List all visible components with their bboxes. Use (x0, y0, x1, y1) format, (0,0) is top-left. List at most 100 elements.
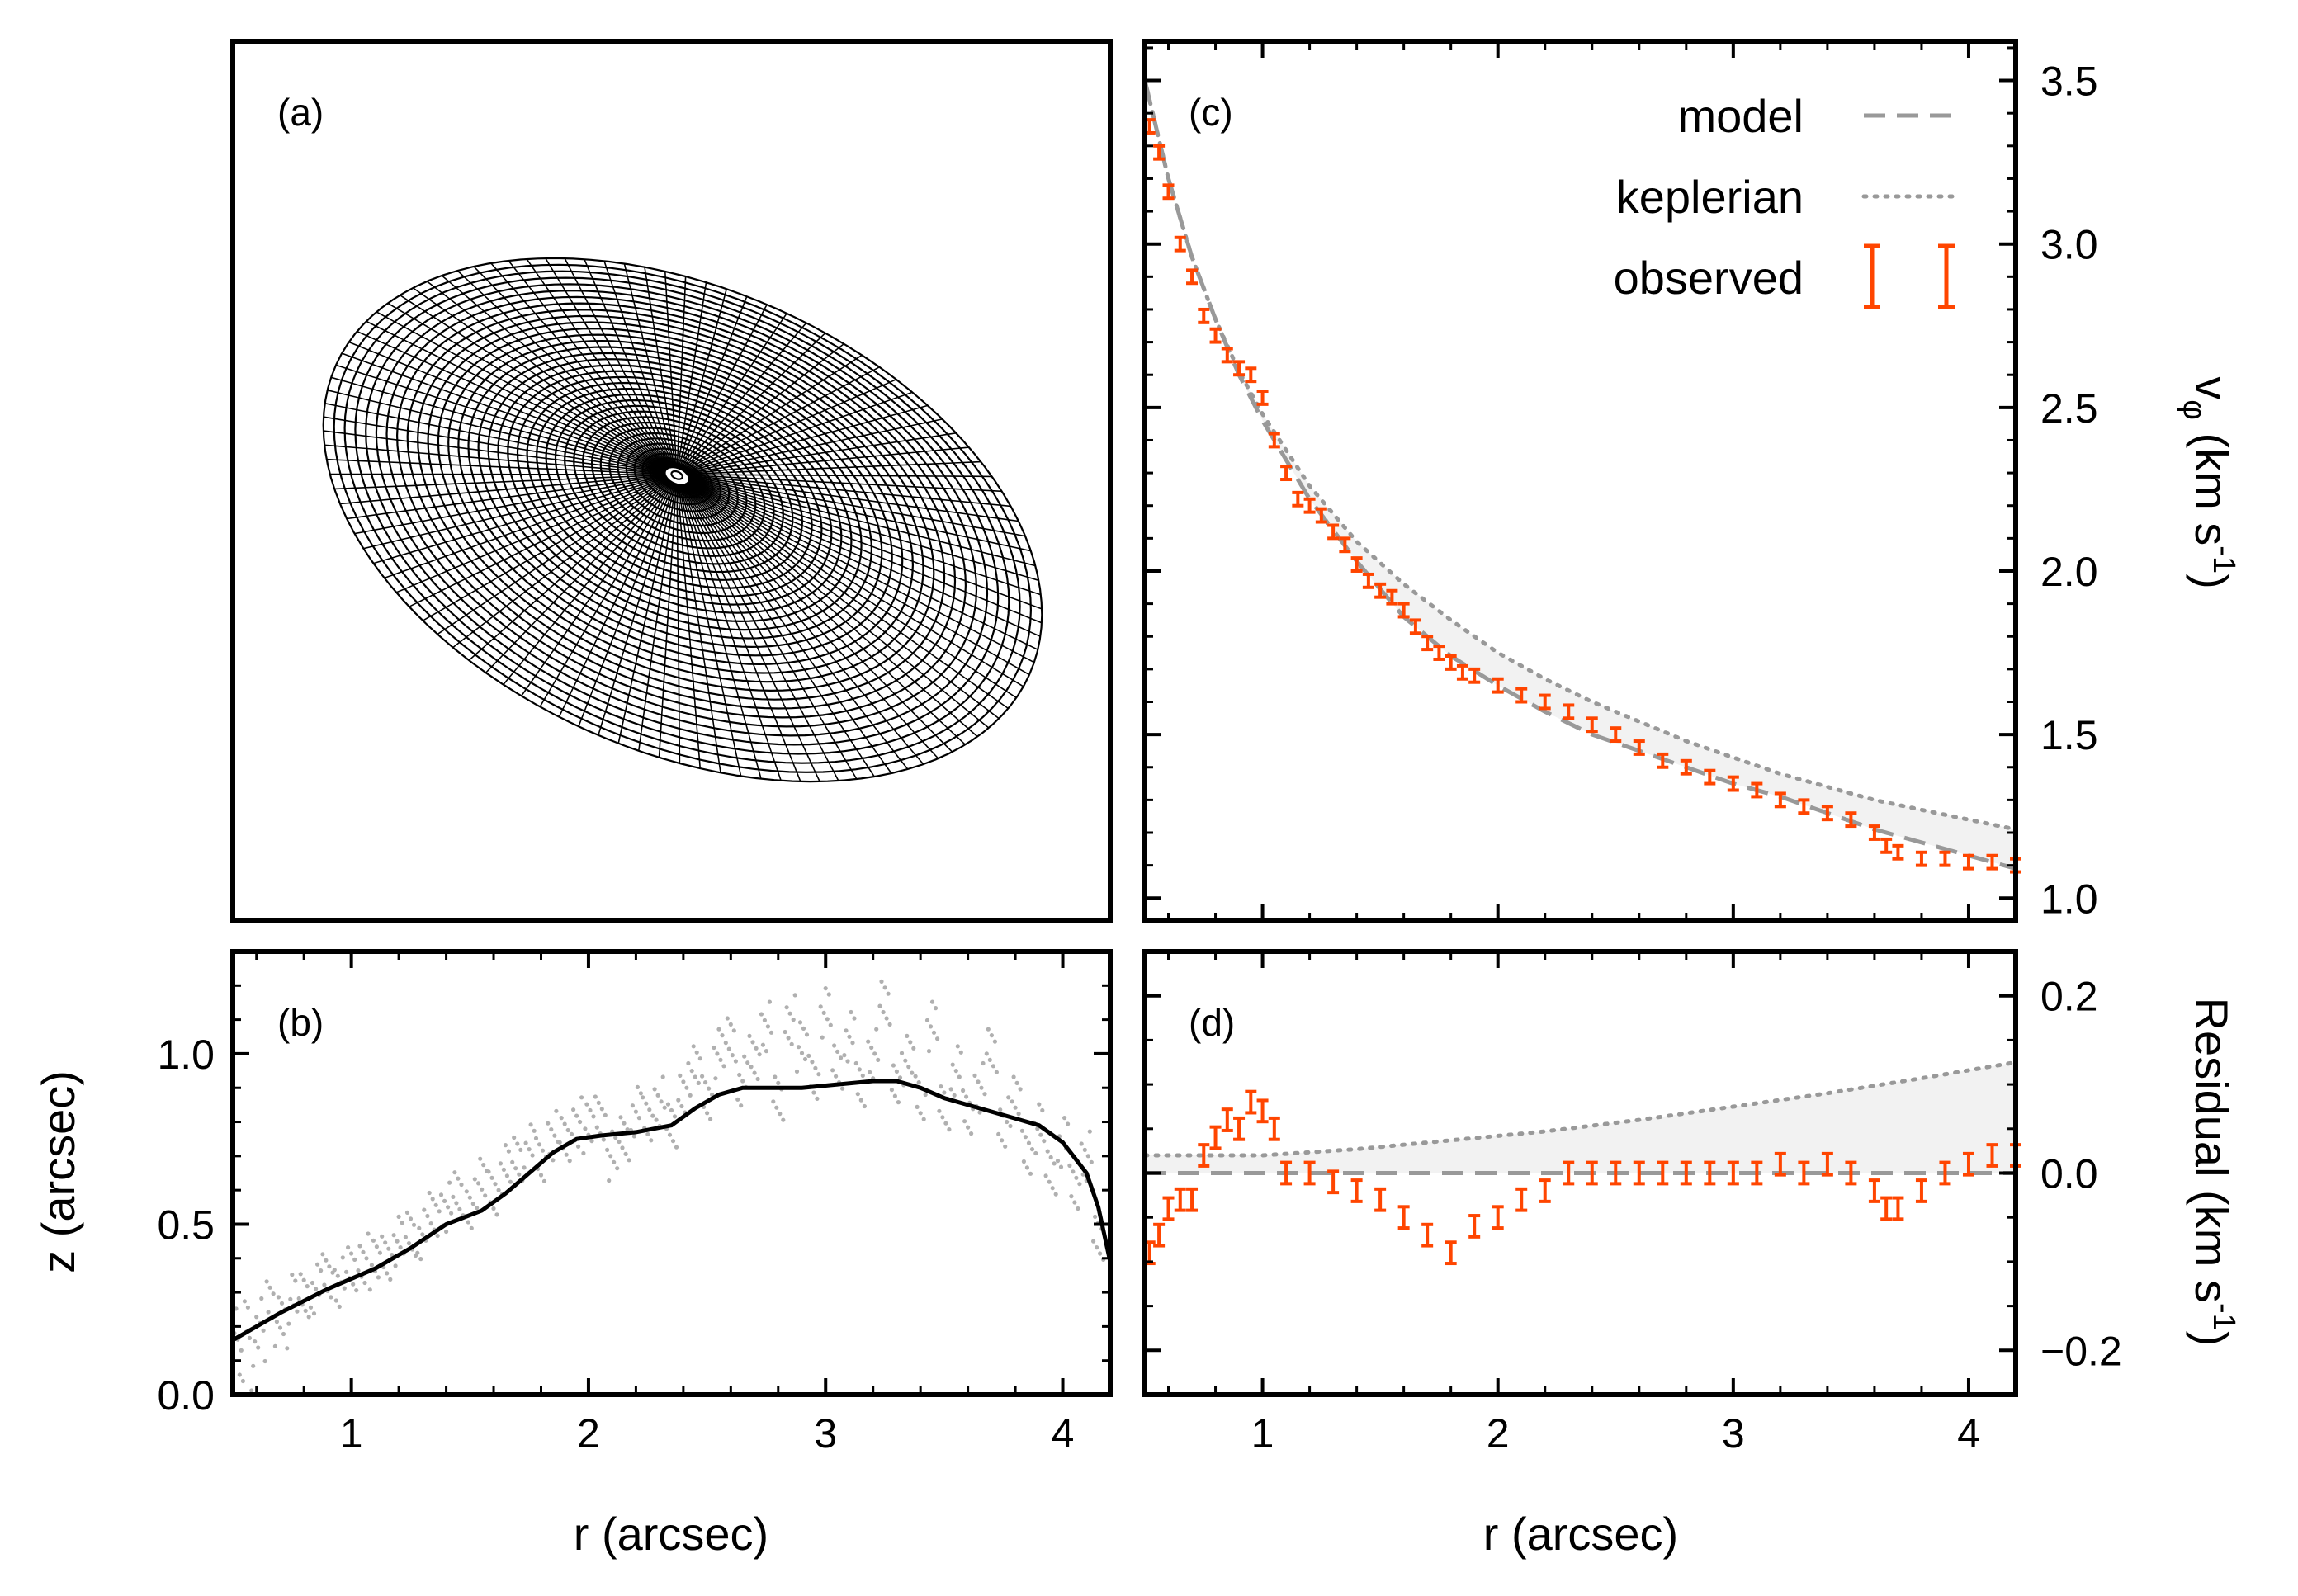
panel-b-point-5 (239, 1348, 244, 1353)
panel-c-ytick-label-1: 1.5 (2040, 712, 2098, 758)
wireframe-spoke-76 (644, 267, 677, 468)
panel-c-ytick-label-5: 3.5 (2040, 59, 2098, 105)
panel-b-point-369 (855, 1092, 860, 1097)
panel-d-errorbar-41 (1939, 1160, 1951, 1186)
panel-c: 1.0 1.5 2.0 2.5 3.0 3.5 (c) model keplerian o… (1142, 39, 2241, 923)
wireframe-spoke-90 (684, 391, 913, 473)
panel-c-errorbar-23 (1409, 618, 1421, 635)
wireframe-spoke-49 (324, 444, 665, 475)
panel-b-point-321 (774, 1105, 779, 1110)
wireframe-spoke-84 (680, 322, 807, 470)
panel-b-point-458 (1006, 1095, 1011, 1100)
wireframe-spoke-1 (688, 481, 1024, 687)
panel-b-point-272 (691, 1044, 696, 1049)
panel-b-point-413 (929, 999, 935, 1004)
panel-b-point-305 (747, 1033, 752, 1038)
panel-b-point-39 (296, 1296, 301, 1301)
panel-b-point-313 (760, 1042, 766, 1047)
panel-d-errorbar-42 (1962, 1151, 1974, 1177)
panel-b-point-179 (533, 1136, 539, 1140)
panel-b-point-489 (1058, 1164, 1064, 1169)
panel-d-errorbar-43 (1986, 1143, 1998, 1168)
panel-b-point-384 (881, 1009, 886, 1015)
wireframe-spoke-40 (384, 477, 668, 579)
panel-b-point-386 (884, 1016, 889, 1021)
panel-b-point-261 (672, 1114, 678, 1119)
panel-b-point-366 (850, 1041, 855, 1046)
panel-c-errorbar-7 (1221, 347, 1233, 364)
wireframe-spoke-10 (684, 484, 924, 765)
panel-b-point-388 (887, 1022, 892, 1027)
panel-b-point-323 (778, 1112, 783, 1117)
wireframe-spoke-100 (688, 475, 1026, 537)
panel-b-point-183 (540, 1148, 546, 1153)
panel-c-errorbar-18 (1350, 556, 1363, 573)
panel-b-point-477 (1038, 1132, 1043, 1137)
panel-b-point-298 (735, 1097, 740, 1102)
wireframe-spoke-65 (441, 275, 669, 469)
panel-c-errorbar-42 (1798, 798, 1810, 815)
panel-b-point-237 (631, 1134, 637, 1139)
panel-d-errorbar-22 (1515, 1187, 1528, 1212)
panel-b-point-247 (649, 1138, 654, 1143)
panel-b-point-132 (454, 1201, 459, 1206)
panel-c-errorbar-35 (1633, 739, 1645, 756)
panel-c-errorbar-43 (1821, 805, 1833, 822)
panel-b-point-270 (688, 1093, 693, 1098)
panel-b-point-14 (254, 1315, 259, 1320)
panel-c-errorbar-44 (1845, 811, 1857, 829)
panel-c-ytick-label-4: 3.0 (2040, 222, 2098, 268)
panel-b-point-484 (1050, 1186, 1055, 1191)
panel-b-point-250 (654, 1117, 659, 1122)
panel-b-point-449 (991, 1064, 995, 1069)
panel-d-errorbar-30 (1704, 1160, 1716, 1186)
wireframe-spoke-75 (623, 263, 676, 468)
panel-b-point-165 (510, 1159, 515, 1164)
panel-b-point-468 (1023, 1135, 1028, 1140)
panel-b-point-288 (718, 1057, 723, 1062)
panel-b-point-405 (916, 1080, 921, 1085)
panel-d-shaded-region (1145, 1062, 2016, 1173)
panel-b-point-236 (630, 1103, 636, 1108)
wireframe-spoke-68 (490, 262, 671, 468)
panel-d-errorbar-26 (1610, 1160, 1622, 1186)
wireframe-spoke-28 (578, 483, 674, 727)
panel-b-point-17 (259, 1296, 264, 1301)
panel-c-frame (1145, 41, 2016, 921)
panel-c-errorbar-12 (1280, 465, 1293, 482)
panel-b-point-453 (998, 1107, 1003, 1112)
panel-b-point-190 (552, 1133, 557, 1138)
panel-b-point-494 (1067, 1163, 1072, 1168)
wireframe-spoke-61 (387, 302, 668, 470)
panel-b-point-325 (781, 1117, 786, 1122)
panel-b-point-24 (271, 1291, 276, 1296)
panel-b-point-78 (362, 1280, 367, 1286)
panel-b-point-133 (456, 1176, 461, 1181)
panel-b-point-88 (380, 1234, 385, 1239)
wireframe-spoke-108 (688, 479, 1038, 650)
panel-b-point-307 (750, 1040, 755, 1045)
panel-b-point-25 (272, 1343, 277, 1348)
panel-c-errorbar-47 (1892, 843, 1904, 861)
panel-b-point-131 (452, 1170, 457, 1175)
wireframe-spoke-50 (323, 430, 665, 474)
panel-b-point-166 (512, 1135, 517, 1140)
panel-b-point-355 (832, 1043, 837, 1048)
panel-b-point-457 (1005, 1119, 1010, 1125)
panel-b-point-20 (264, 1279, 269, 1284)
panel-b-point-148 (481, 1163, 486, 1168)
panel-b-point-433 (964, 1094, 969, 1099)
panel-b-point-331 (791, 1018, 796, 1022)
wireframe-spoke-69 (508, 260, 672, 468)
panel-b-point-328 (786, 1036, 791, 1041)
legend-observed-swatch (1864, 243, 1955, 309)
panel-b-point-129 (449, 1211, 454, 1216)
panel-b-point-373 (862, 1103, 867, 1109)
panel-b-point-509 (1093, 1214, 1098, 1219)
panel-b-ytick-label-2: 1.0 (157, 1032, 215, 1078)
panel-b-point-486 (1053, 1192, 1058, 1197)
panel-d-errorbar-25 (1586, 1160, 1598, 1186)
legend-keplerian-label: keplerian (1616, 171, 1804, 223)
panel-b-point-300 (739, 1103, 744, 1108)
wireframe-spoke-86 (682, 343, 844, 471)
